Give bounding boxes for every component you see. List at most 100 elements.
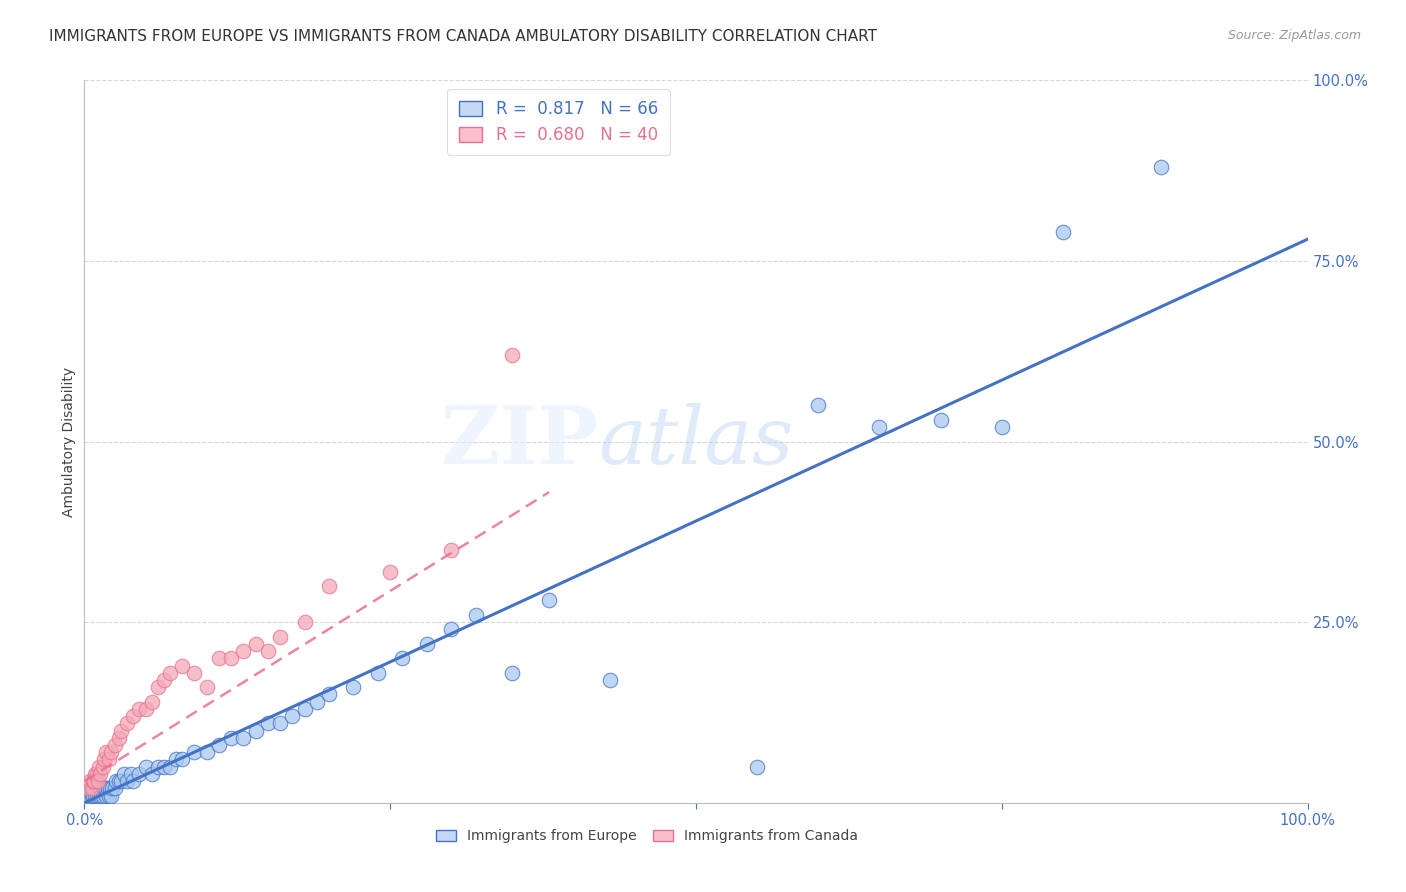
Point xyxy=(342,680,364,694)
Point xyxy=(257,644,280,658)
Legend: Immigrants from Europe, Immigrants from Canada: Immigrants from Europe, Immigrants from … xyxy=(429,822,865,850)
Point xyxy=(146,680,169,694)
Point xyxy=(135,760,157,774)
Point xyxy=(94,781,117,796)
Point xyxy=(135,702,157,716)
Point xyxy=(318,579,340,593)
Point xyxy=(464,607,486,622)
Point xyxy=(97,752,120,766)
Point xyxy=(232,731,254,745)
Point xyxy=(502,348,524,362)
Point xyxy=(91,789,114,803)
Point xyxy=(89,767,111,781)
Point xyxy=(79,781,101,796)
Point xyxy=(79,774,101,789)
Point xyxy=(91,760,114,774)
Text: Source: ZipAtlas.com: Source: ZipAtlas.com xyxy=(1227,29,1361,42)
Point xyxy=(153,673,176,687)
Point xyxy=(98,781,121,796)
Point xyxy=(183,665,205,680)
Point xyxy=(440,542,463,557)
Point xyxy=(165,752,187,766)
Point xyxy=(219,651,242,665)
Point xyxy=(869,420,891,434)
Point xyxy=(172,658,194,673)
Point xyxy=(219,731,242,745)
Point xyxy=(97,781,120,796)
Point xyxy=(257,716,280,731)
Point xyxy=(208,651,231,665)
Point xyxy=(87,781,110,796)
Point xyxy=(538,593,561,607)
Point xyxy=(87,774,110,789)
Point xyxy=(77,789,100,803)
Point xyxy=(128,767,150,781)
Point xyxy=(380,565,402,579)
Point xyxy=(269,716,291,731)
Point xyxy=(112,767,135,781)
Point xyxy=(82,789,104,803)
Point xyxy=(107,774,129,789)
Point xyxy=(747,760,769,774)
Y-axis label: Ambulatory Disability: Ambulatory Disability xyxy=(62,367,76,516)
Point xyxy=(86,781,108,796)
Point xyxy=(318,687,340,701)
Point xyxy=(105,774,128,789)
Point xyxy=(84,767,107,781)
Point xyxy=(82,774,104,789)
Point xyxy=(599,673,621,687)
Point xyxy=(86,767,108,781)
Point xyxy=(245,637,267,651)
Point xyxy=(96,789,118,803)
Point xyxy=(93,752,115,766)
Point xyxy=(245,723,267,738)
Point xyxy=(172,752,194,766)
Point xyxy=(80,781,103,796)
Point xyxy=(91,781,114,796)
Point xyxy=(416,637,439,651)
Text: atlas: atlas xyxy=(598,403,793,480)
Point xyxy=(100,745,122,759)
Point xyxy=(367,665,389,680)
Point xyxy=(807,398,830,412)
Point xyxy=(115,774,138,789)
Point xyxy=(83,774,105,789)
Point xyxy=(110,723,132,738)
Point xyxy=(89,781,111,796)
Point xyxy=(93,781,115,796)
Point xyxy=(141,767,163,781)
Point xyxy=(90,789,112,803)
Point xyxy=(141,695,163,709)
Point xyxy=(195,680,218,694)
Point xyxy=(87,760,110,774)
Point xyxy=(1052,225,1074,239)
Point xyxy=(128,702,150,716)
Point xyxy=(195,745,218,759)
Text: ZIP: ZIP xyxy=(441,402,598,481)
Point xyxy=(208,738,231,752)
Point xyxy=(84,789,107,803)
Point xyxy=(100,789,122,803)
Point xyxy=(232,644,254,658)
Point xyxy=(115,716,138,731)
Point xyxy=(122,709,145,723)
Point xyxy=(391,651,413,665)
Point xyxy=(183,745,205,759)
Point xyxy=(87,789,110,803)
Point xyxy=(77,781,100,796)
Point xyxy=(83,781,105,796)
Text: IMMIGRANTS FROM EUROPE VS IMMIGRANTS FROM CANADA AMBULATORY DISABILITY CORRELATI: IMMIGRANTS FROM EUROPE VS IMMIGRANTS FRO… xyxy=(49,29,877,44)
Point xyxy=(96,745,118,759)
Point xyxy=(159,665,181,680)
Point xyxy=(281,709,304,723)
Point xyxy=(153,760,176,774)
Point xyxy=(294,615,316,630)
Point xyxy=(440,623,463,637)
Point xyxy=(502,665,524,680)
Point xyxy=(1150,160,1173,174)
Point xyxy=(107,731,129,745)
Point xyxy=(80,789,103,803)
Point xyxy=(104,738,127,752)
Point xyxy=(991,420,1014,434)
Point xyxy=(305,695,328,709)
